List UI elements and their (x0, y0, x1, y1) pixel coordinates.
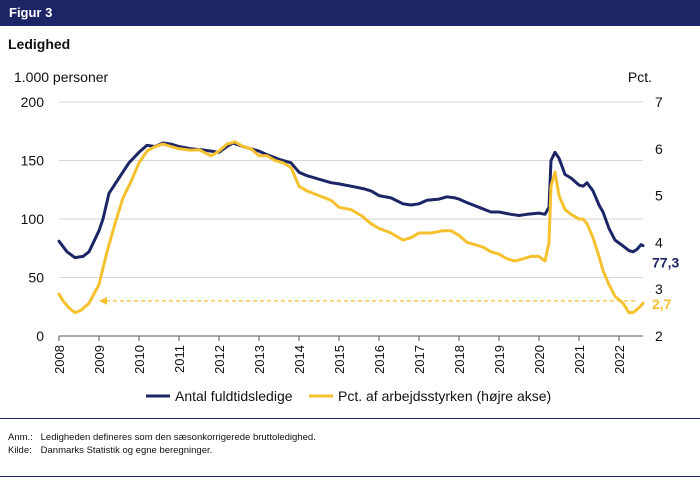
right-tick-label: 5 (655, 188, 663, 204)
note-kilde-text: Danmarks Statistik og egne beregninger. (40, 445, 213, 456)
chart-title: Ledighed (8, 36, 71, 52)
x-tick-label: 2019 (492, 345, 507, 374)
x-tick-label: 2020 (532, 345, 547, 374)
note-anm-text: Ledigheden defineres som den sæsonkorrig… (40, 432, 316, 443)
x-tick-label: 2021 (572, 345, 587, 374)
right-tick-label: 2 (655, 328, 663, 344)
x-tick-label: 2011 (172, 345, 187, 373)
note-anm-label: Anm.: (8, 432, 33, 443)
right-axis-label: Pct. (628, 69, 652, 85)
figure-header-bar: Figur 3 (0, 0, 700, 26)
x-axis-ticks: 2008 2009 2010 2011 2012 2013 2014 2015 2016 2017… (52, 335, 643, 374)
right-axis-ticks: 2 3 4 5 6 7 (655, 94, 663, 344)
left-tick-label: 150 (21, 153, 45, 169)
x-tick-label: 2022 (612, 345, 627, 374)
figure-label: Figur 3 (9, 5, 53, 20)
note-anm: Anm.: Ledigheden defineres som den sæson… (8, 431, 316, 444)
legend-label-pct: Pct. af arbejdsstyrken (højre akse) (338, 388, 551, 404)
left-tick-label: 50 (28, 270, 44, 286)
x-tick-label: 2015 (332, 345, 347, 374)
chart-series (57, 140, 645, 315)
left-axis-ticks: 0 50 100 150 200 (21, 94, 45, 344)
series-line-pct-arbejdsstyrken (57, 140, 645, 315)
chart-notes: Anm.: Ledigheden defineres som den sæson… (8, 431, 316, 457)
note-kilde: Kilde: Danmarks Statistik og egne beregn… (8, 444, 316, 457)
arrow-head (99, 296, 107, 305)
x-tick-label: 2016 (372, 345, 387, 374)
end-label-fuldtidsledige: 77,3 (652, 255, 679, 271)
x-tick-label: 2014 (292, 345, 307, 374)
notes-divider (0, 418, 700, 419)
left-tick-label: 200 (21, 94, 45, 110)
x-tick-label: 2012 (212, 345, 227, 374)
x-tick-label: 2013 (252, 345, 267, 374)
x-tick-label: 2008 (52, 345, 67, 374)
right-tick-label: 6 (655, 141, 663, 157)
unemployment-chart: 0 50 100 150 200 2 3 4 5 6 7 2008 2009 2010 2011 2012… (14, 69, 679, 404)
right-tick-label: 7 (655, 94, 663, 110)
chart-annotations (99, 296, 635, 305)
x-tick-label: 2009 (92, 345, 107, 374)
x-tick-label: 2018 (452, 345, 467, 374)
chart-legend: Antal fuldtidsledige Pct. af arbejdsstyrk… (146, 388, 551, 404)
note-kilde-label: Kilde: (8, 445, 32, 456)
right-tick-label: 3 (655, 281, 663, 297)
left-axis-label: 1.000 personer (14, 69, 109, 85)
left-tick-label: 100 (21, 211, 45, 227)
x-tick-label: 2010 (132, 345, 147, 374)
x-tick-label: 2017 (412, 345, 427, 374)
left-tick-label: 0 (36, 328, 44, 344)
legend-label-fuldtidsledige: Antal fuldtidsledige (175, 388, 293, 404)
series-end-labels: 77,3 2,7 (652, 255, 679, 313)
end-label-pct: 2,7 (652, 296, 672, 312)
chart-gridlines (59, 101, 643, 278)
right-tick-label: 4 (655, 234, 663, 250)
bottom-rule (0, 476, 700, 477)
